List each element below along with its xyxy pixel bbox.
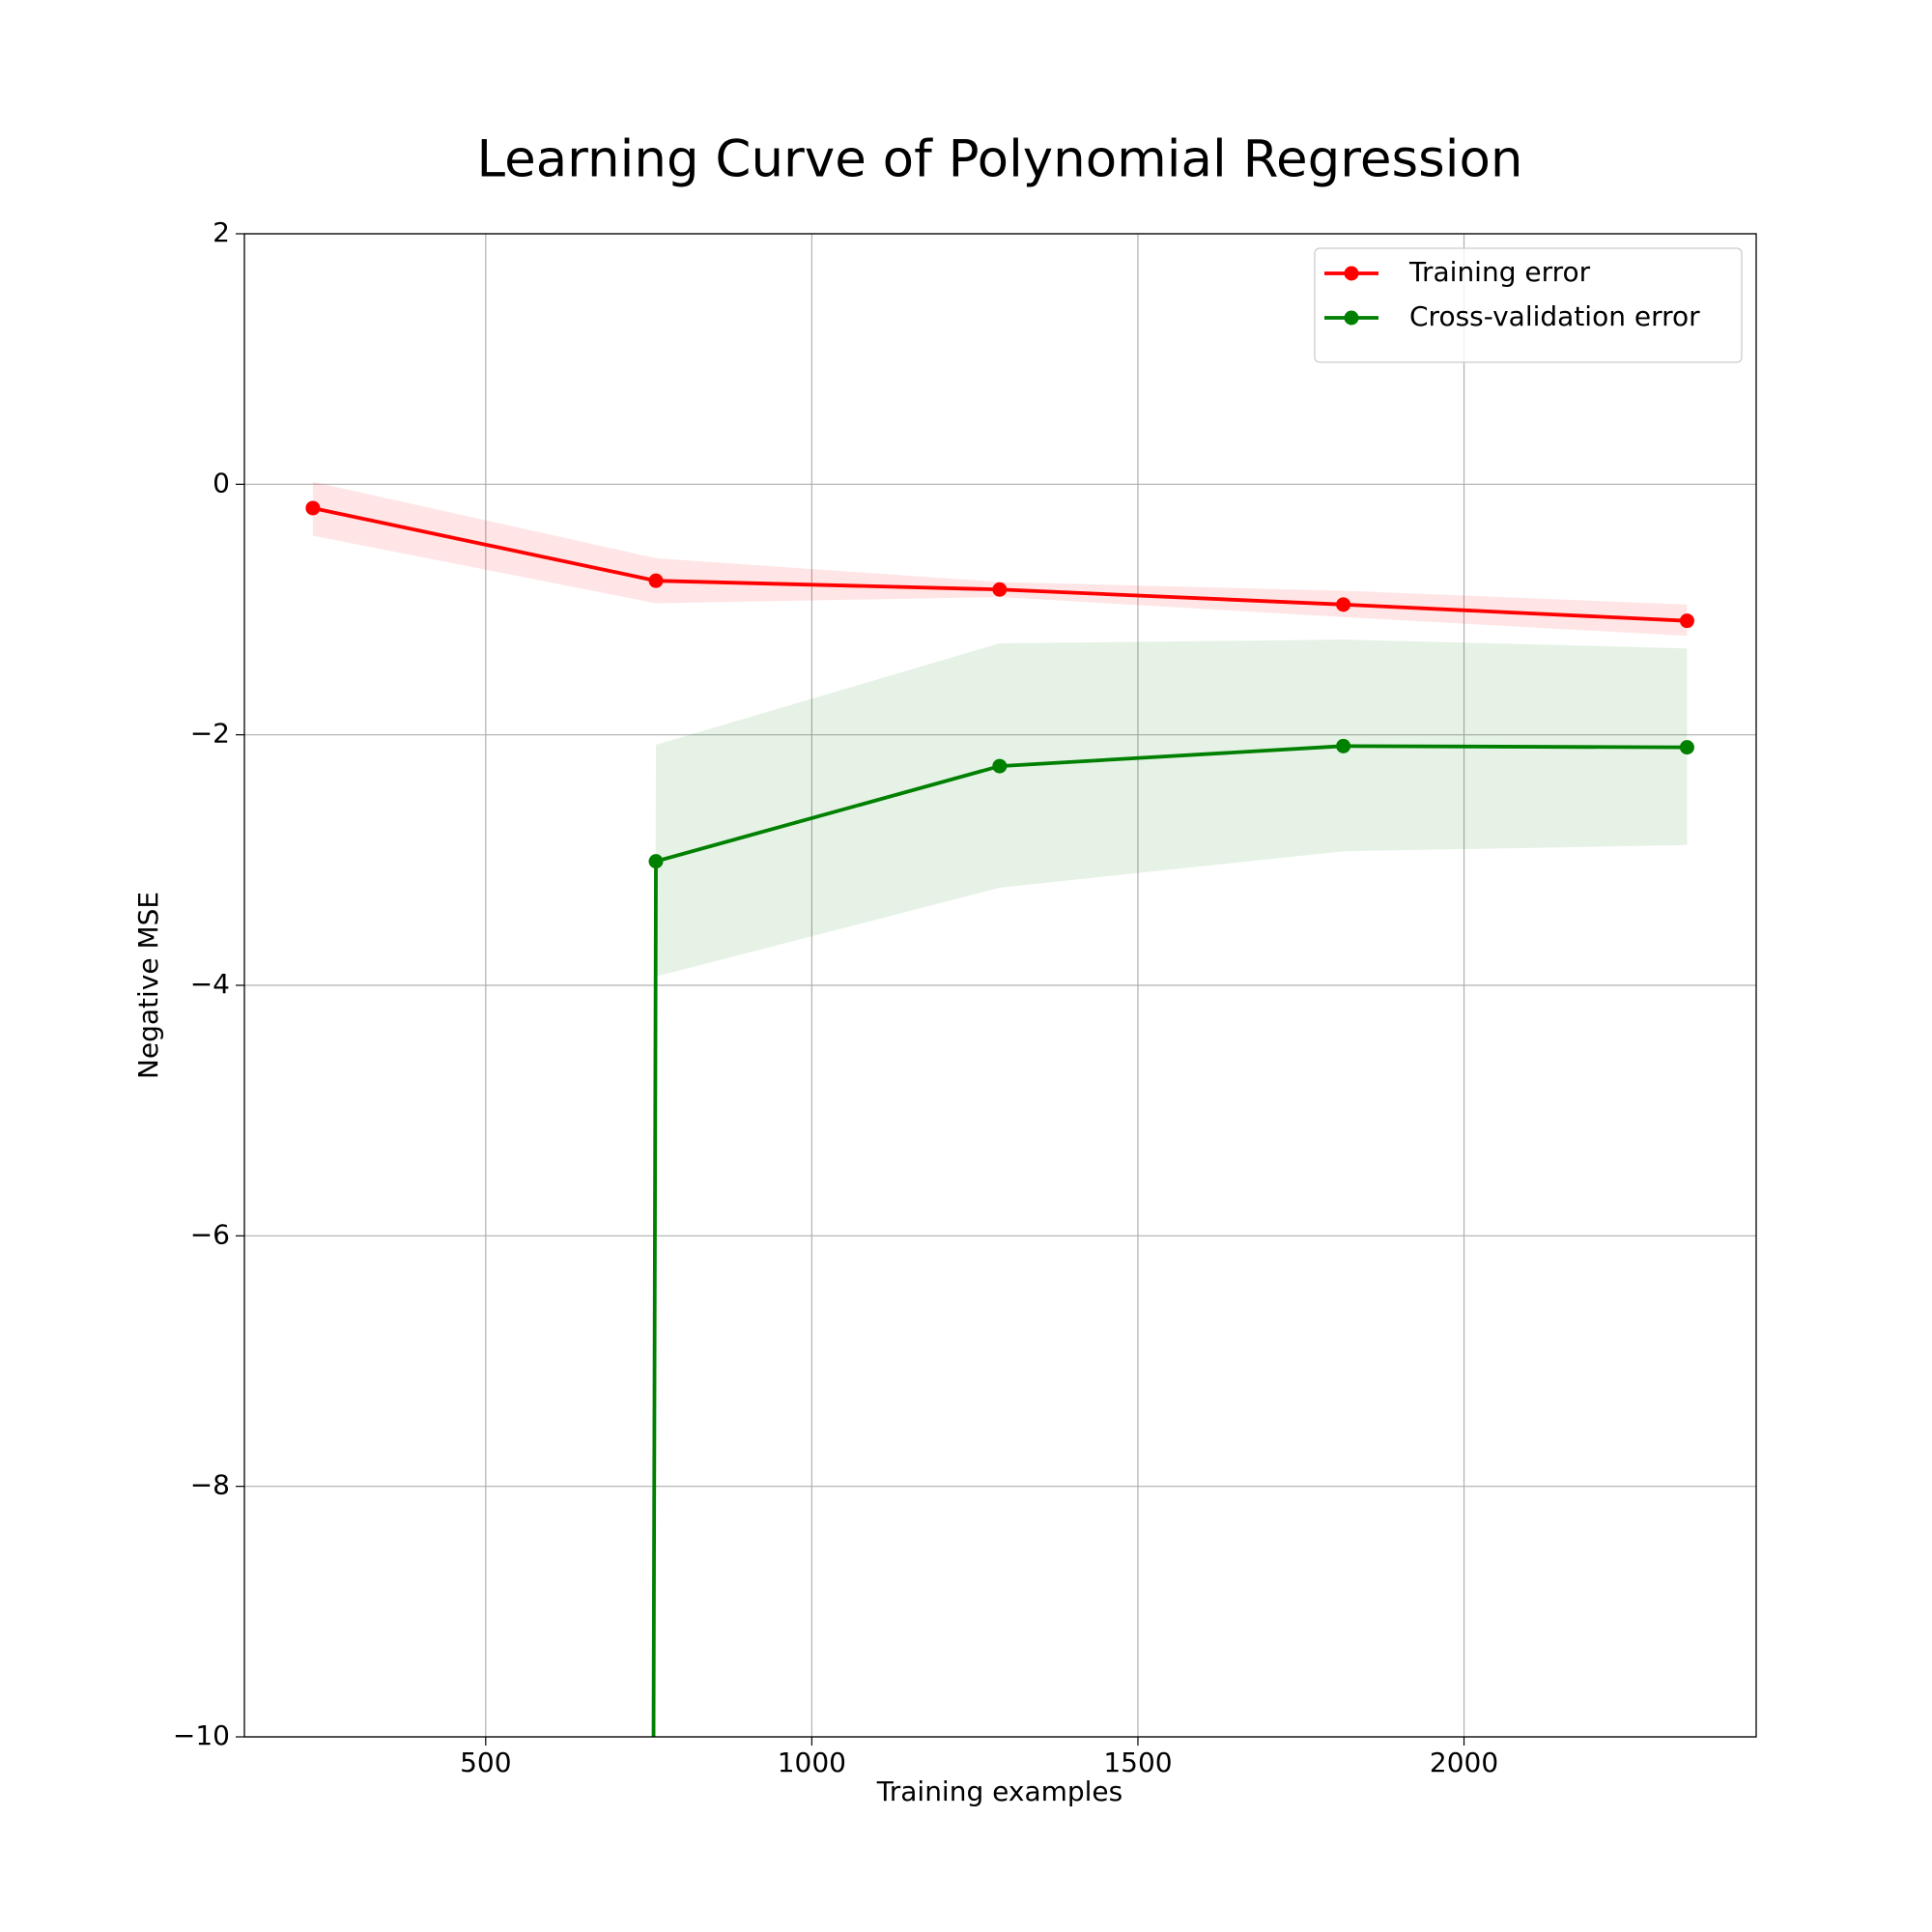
y-axis-label: Negative MSE [132,892,164,1079]
plot-area [305,481,1694,1737]
x-tick-label: 1500 [1103,1747,1172,1778]
legend-marker [1344,310,1359,326]
legend-label: Training error [1408,256,1591,288]
x-tick-label: 1000 [778,1747,846,1778]
data-point [1336,738,1351,753]
ticks: −10 −8 −6 −4 −2 0 2 500 1000 1500 2000 [173,216,1498,1778]
confidence-band [653,639,1688,1737]
x-axis-label: Training examples [876,1776,1123,1807]
legend-box [1314,247,1743,363]
legend-marker [1344,266,1359,281]
data-point [992,758,1008,774]
grid [244,233,1756,1738]
y-tick-label: 0 [213,467,230,498]
data-point [648,573,664,588]
data-point [305,500,321,516]
chart-title: Learning Curve of Polynomial Regression [477,130,1523,189]
x-tick-label: 2000 [1430,1747,1498,1778]
y-tick-label: −10 [173,1719,230,1751]
data-point [1679,740,1694,755]
legend: Training error Cross-validation error [1314,247,1743,363]
data-point [992,582,1008,597]
y-tick-label: −2 [190,718,230,750]
x-tick-label: 500 [460,1747,511,1778]
data-point [648,854,664,869]
data-point [1679,613,1694,629]
y-tick-label: −8 [190,1469,230,1501]
y-tick-label: −4 [190,968,230,1000]
data-point [1336,597,1351,612]
y-tick-label: 2 [213,216,230,248]
legend-label: Cross-validation error [1409,300,1700,332]
y-tick-label: −6 [190,1218,230,1250]
